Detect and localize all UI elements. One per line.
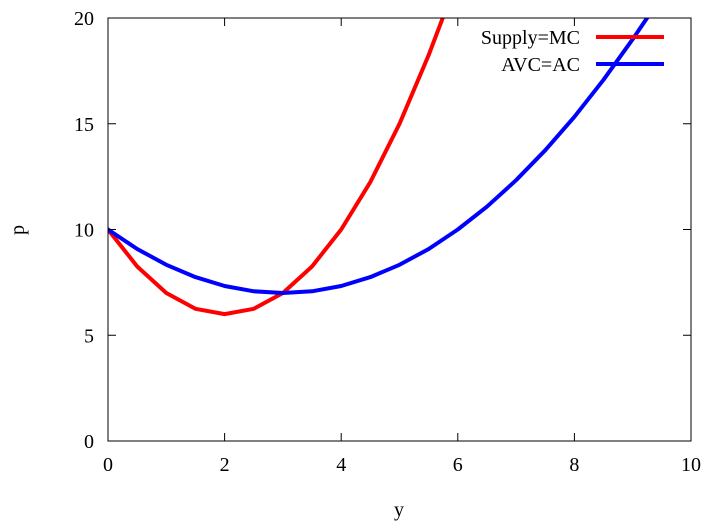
series-layer (108, 18, 650, 317)
x-tick-label: 2 (220, 454, 230, 476)
legend: Supply=MC AVC=AC (481, 27, 664, 76)
x-tick-label: 8 (569, 454, 579, 476)
x-tick-label: 4 (336, 454, 346, 476)
x-tick-label: 10 (681, 454, 701, 476)
series-line-2 (108, 18, 650, 295)
y-tick-label: 15 (74, 114, 94, 136)
y-tick-label: 0 (84, 431, 94, 453)
x-axis-label: y (394, 499, 404, 521)
y-tick-label: 5 (84, 325, 94, 347)
y-axis-label: p (7, 225, 29, 235)
x-tick-label: 0 (103, 454, 113, 476)
y-tick-label: 10 (74, 220, 94, 242)
legend-label-1: Supply=MC (481, 27, 580, 49)
x-tick-label: 6 (453, 454, 463, 476)
y-tick-label: 20 (74, 8, 94, 30)
ticks: 0 2 4 6 8 10 0 5 10 15 20 (74, 8, 701, 476)
legend-label-2: AVC=AC (501, 54, 580, 76)
